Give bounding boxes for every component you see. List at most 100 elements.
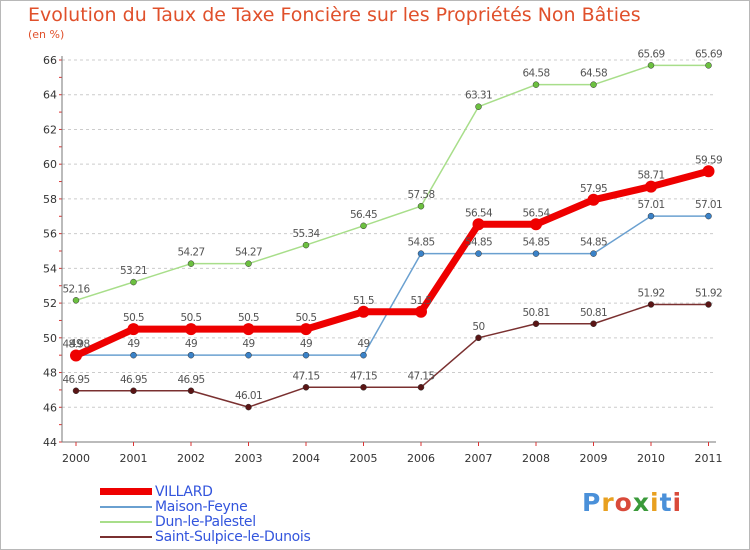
data-point [127, 323, 140, 336]
data-point [417, 384, 425, 391]
data-point [590, 81, 597, 88]
data-point [532, 250, 540, 257]
y-tick-label: 50 [43, 332, 57, 345]
y-tick-label: 58 [43, 193, 57, 206]
data-point [360, 384, 367, 391]
data-point [475, 334, 482, 342]
data-point [72, 387, 80, 395]
data-label: 46.95 [177, 374, 204, 386]
data-point [245, 260, 252, 267]
x-tick-label: 2001 [120, 452, 148, 465]
data-label: 54.85 [580, 237, 607, 249]
series-line-Maison-Feyne [75, 215, 710, 356]
x-tick-label: 2008 [522, 452, 550, 465]
data-label: 65.69 [637, 48, 664, 60]
data-point [590, 320, 597, 328]
legend-swatch [100, 506, 152, 508]
series-line-Saint-Sulpice-le-Dunois [75, 303, 710, 408]
data-point [417, 202, 425, 210]
x-tick-label: 2011 [695, 452, 723, 465]
data-label: 64.58 [580, 68, 607, 80]
data-point [130, 387, 137, 395]
data-label: 48.98 [62, 339, 89, 351]
data-label: 56.45 [350, 209, 377, 221]
data-label: 54.85 [522, 237, 549, 249]
data-point [417, 250, 425, 257]
data-label: 49 [127, 338, 139, 350]
data-point [705, 301, 712, 308]
logo-letter: o [614, 488, 633, 517]
data-point [302, 241, 310, 249]
y-tick-label: 54 [43, 262, 57, 275]
data-point [70, 349, 82, 362]
data-label: 65.69 [695, 48, 722, 60]
data-label: 47.15 [350, 370, 377, 382]
data-label: 52.16 [62, 283, 90, 295]
y-tick-label: 56 [43, 228, 57, 241]
data-point [187, 351, 195, 359]
data-label: 50.81 [580, 307, 607, 319]
data-label: 49 [70, 338, 82, 350]
y-tick-label: 64 [43, 89, 57, 102]
data-point [242, 323, 255, 336]
x-tick-label: 2005 [350, 452, 378, 465]
data-point [647, 212, 655, 220]
data-point [647, 62, 655, 69]
series-line-VILLARD [72, 167, 712, 360]
data-point [472, 218, 485, 231]
legend-swatch [100, 521, 152, 523]
data-point [647, 301, 655, 308]
data-label: 53.21 [120, 265, 147, 277]
data-label: 57.01 [637, 199, 664, 211]
axes [59, 56, 716, 446]
logo-letter: i [672, 488, 683, 517]
data-label: 54.27 [235, 247, 262, 259]
data-point [187, 260, 195, 267]
data-point [245, 351, 252, 359]
data-label: 51.5 [411, 295, 432, 307]
data-label: 54.85 [407, 237, 434, 249]
data-label: 47.15 [292, 370, 319, 382]
chart-subtitle: (en %) [28, 28, 65, 41]
legend-label: Saint-Sulpice-le-Dunois [155, 529, 311, 545]
data-point [130, 351, 137, 359]
data-label: 50.5 [238, 312, 259, 324]
data-point [360, 222, 367, 230]
data-label: 50.81 [522, 307, 549, 319]
y-tick-label: 46 [43, 401, 57, 414]
data-point [645, 180, 657, 193]
data-label: 46.95 [62, 374, 89, 386]
data-point [185, 323, 197, 336]
logo-letter: i [650, 488, 660, 517]
x-tick-label: 2009 [580, 452, 608, 465]
data-label: 50.5 [296, 312, 317, 324]
y-tick-label: 52 [43, 297, 57, 310]
data-point [587, 193, 600, 206]
series-group [70, 62, 715, 411]
y-tick-label: 60 [43, 158, 57, 171]
data-point [302, 351, 310, 359]
series-line-Dun-le-Palestel [75, 64, 710, 302]
legend-item: Dun-le-Palestel [100, 514, 360, 530]
logo-letter: t [659, 488, 673, 517]
data-label: 57.95 [580, 183, 607, 195]
data-label: 55.34 [292, 228, 320, 240]
legend-item: Maison-Feyne [100, 499, 360, 515]
grid-lines [62, 59, 716, 443]
data-label: 54.85 [465, 237, 492, 249]
data-point [532, 81, 540, 88]
data-label: 49 [300, 338, 312, 350]
logo-letter: r [601, 488, 615, 517]
x-tick-label: 2003 [235, 452, 263, 465]
data-point [72, 297, 80, 304]
data-point [415, 305, 427, 318]
data-label: 58.71 [637, 170, 664, 182]
data-point [130, 278, 137, 286]
x-tick-label: 2006 [407, 452, 435, 465]
data-point [475, 250, 482, 257]
data-label: 56.54 [522, 207, 550, 219]
data-point [187, 387, 195, 395]
legend-label: VILLARD [155, 484, 213, 500]
